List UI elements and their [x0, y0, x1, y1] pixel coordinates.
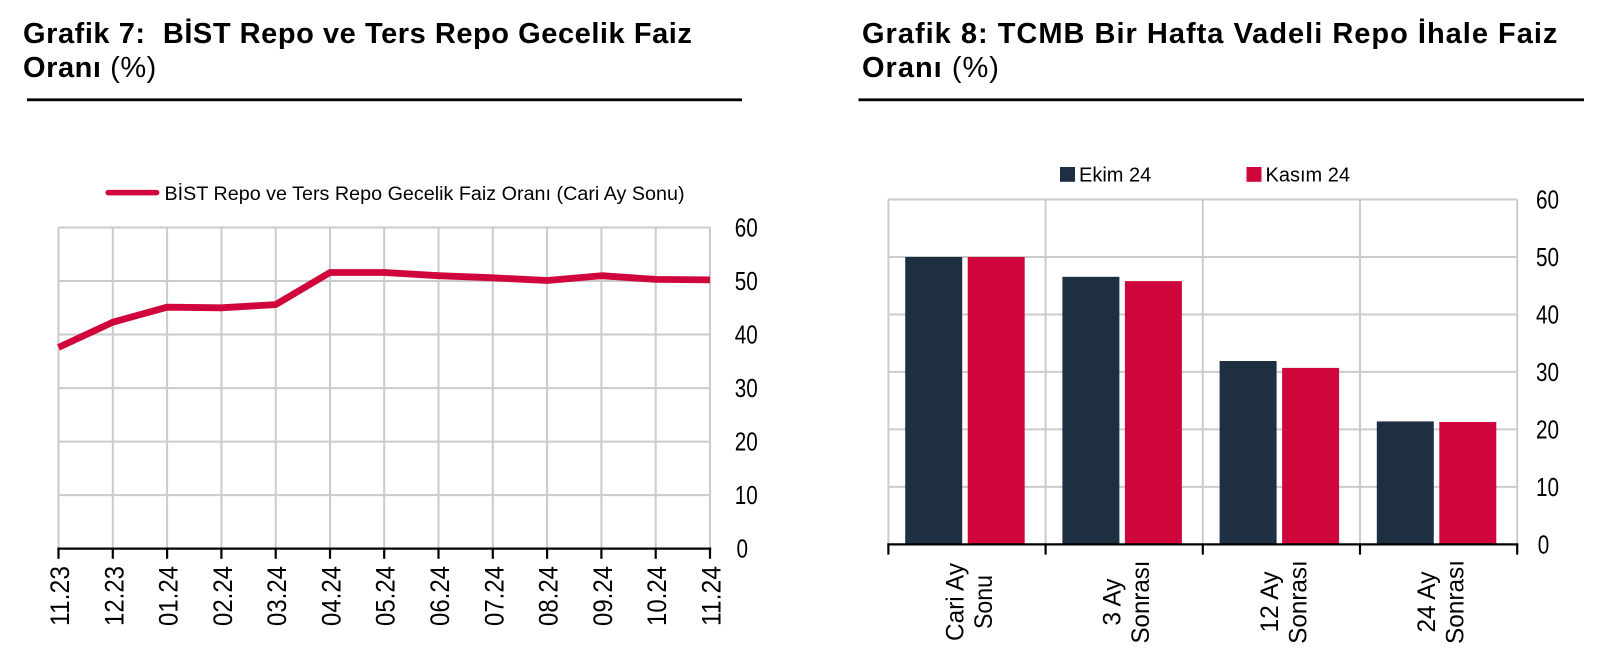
svg-text:06.24: 06.24: [425, 566, 455, 626]
svg-text:11.23: 11.23: [45, 566, 75, 626]
svg-text:BİST Repo ve Ters Repo Gecelik: BİST Repo ve Ters Repo Gecelik Faiz Oran…: [165, 182, 685, 205]
svg-text:Kasım 24: Kasım 24: [1266, 165, 1350, 187]
svg-text:40: 40: [735, 320, 758, 350]
svg-text:0: 0: [737, 534, 749, 564]
svg-text:Sonrası: Sonrası: [1284, 560, 1312, 644]
svg-text:Sonrası: Sonrası: [1127, 561, 1155, 644]
svg-text:Cari Ay: Cari Ay: [941, 563, 969, 641]
svg-text:20: 20: [735, 427, 758, 457]
svg-text:08.24: 08.24: [534, 566, 564, 626]
svg-text:24 Ay: 24 Ay: [1413, 571, 1441, 632]
svg-text:07.24: 07.24: [479, 566, 509, 626]
svg-text:10: 10: [735, 480, 758, 510]
svg-text:60: 60: [735, 213, 758, 243]
svg-text:3 Ay: 3 Ay: [1099, 578, 1127, 625]
svg-text:05.24: 05.24: [371, 566, 401, 626]
svg-text:0: 0: [1538, 530, 1550, 560]
svg-text:Ekim 24: Ekim 24: [1079, 165, 1151, 187]
svg-text:50: 50: [1536, 242, 1559, 272]
svg-text:30: 30: [1536, 357, 1559, 387]
svg-text:Sonu: Sonu: [970, 575, 998, 629]
svg-text:30: 30: [735, 373, 758, 403]
svg-text:12 Ay: 12 Ay: [1256, 571, 1284, 632]
svg-text:03.24: 03.24: [262, 566, 292, 626]
svg-text:11.24: 11.24: [697, 566, 727, 626]
svg-text:10: 10: [1536, 472, 1559, 502]
svg-text:20: 20: [1536, 415, 1559, 445]
svg-text:09.24: 09.24: [588, 566, 618, 626]
svg-text:12.23: 12.23: [99, 566, 129, 626]
svg-text:40: 40: [1536, 300, 1559, 330]
svg-text:01.24: 01.24: [154, 566, 184, 626]
svg-text:04.24: 04.24: [317, 566, 347, 626]
svg-text:02.24: 02.24: [208, 566, 238, 626]
svg-text:50: 50: [735, 266, 758, 296]
svg-text:Sonrası: Sonrası: [1442, 560, 1470, 644]
svg-text:10.24: 10.24: [642, 566, 672, 626]
svg-text:60: 60: [1536, 185, 1559, 215]
